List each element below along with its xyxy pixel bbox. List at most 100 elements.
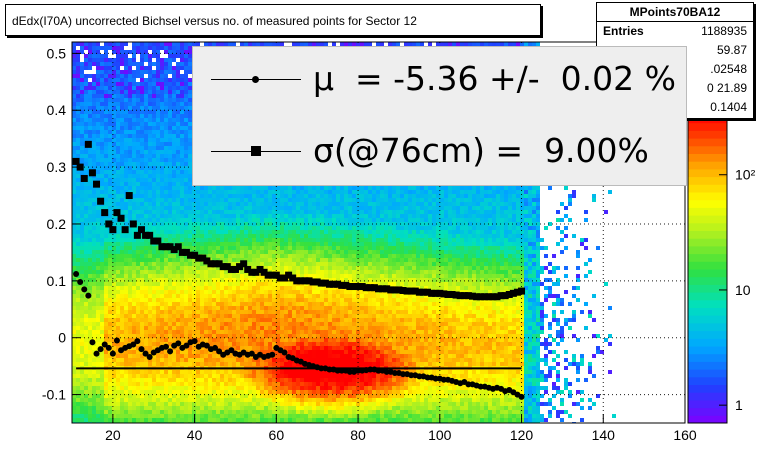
mean-point bbox=[109, 350, 116, 357]
x-tick-label: 40 bbox=[187, 427, 203, 443]
color-scale-band bbox=[688, 145, 727, 154]
sigma-point bbox=[207, 260, 215, 268]
mean-series bbox=[73, 271, 525, 400]
sigma-point bbox=[117, 214, 125, 222]
y-tick-label: 0 bbox=[58, 330, 66, 346]
sigma-point bbox=[272, 271, 280, 279]
mean-point bbox=[228, 347, 235, 354]
mean-point bbox=[105, 344, 112, 351]
sigma-point bbox=[72, 157, 80, 165]
sigma-point bbox=[330, 280, 338, 288]
sigma-point bbox=[199, 254, 207, 262]
sigma-point bbox=[88, 169, 96, 177]
sigma-point bbox=[338, 281, 346, 289]
sigma-point bbox=[362, 284, 370, 292]
fit-legend: μ = -5.36 +/- 0.02 % σ(@76cm) = 9.00% bbox=[192, 46, 687, 186]
color-scale-band bbox=[688, 276, 727, 285]
sigma-point bbox=[505, 290, 513, 298]
sigma-point bbox=[129, 220, 137, 228]
sigma-point bbox=[403, 287, 411, 295]
mean-point bbox=[97, 346, 104, 353]
sigma-point bbox=[350, 283, 358, 291]
x-tick-label: 140 bbox=[592, 427, 616, 443]
color-scale-band bbox=[688, 415, 727, 424]
color-scale-band bbox=[688, 238, 727, 247]
sigma-point bbox=[481, 293, 489, 301]
mean-point bbox=[113, 337, 120, 344]
sigma-point bbox=[518, 287, 526, 295]
y-tick-label: 0.2 bbox=[47, 216, 67, 232]
sigma-point bbox=[309, 278, 317, 286]
y-tick-label: 0.3 bbox=[47, 159, 67, 175]
legend-sigma-text: σ(@76cm) = 9.00% bbox=[313, 131, 649, 170]
color-scale-band bbox=[688, 292, 727, 301]
stats-value: .02548 bbox=[710, 62, 747, 76]
stats-row: 0.1404 bbox=[597, 98, 753, 117]
color-scale-band bbox=[688, 215, 727, 224]
mean-point bbox=[162, 343, 169, 350]
sigma-point bbox=[297, 277, 305, 285]
color-scale-band bbox=[688, 407, 727, 416]
color-scale: 1 10 10² bbox=[687, 114, 756, 424]
sigma-point bbox=[231, 265, 239, 273]
sigma-point bbox=[101, 209, 109, 217]
sigma-point bbox=[448, 290, 456, 298]
color-scale-band bbox=[688, 399, 727, 409]
mean-point bbox=[183, 342, 190, 349]
sigma-point bbox=[305, 277, 313, 285]
y-tick-label: 0.1 bbox=[47, 273, 67, 289]
x-tick-label: 160 bbox=[673, 427, 697, 443]
color-scale-band bbox=[688, 353, 727, 362]
y-tick-label: 0.4 bbox=[47, 102, 67, 118]
sigma-point bbox=[125, 192, 133, 200]
sigma-point bbox=[219, 263, 227, 271]
sigma-point bbox=[264, 271, 272, 279]
sigma-point bbox=[497, 292, 505, 300]
color-scale-band bbox=[688, 130, 727, 139]
mean-point bbox=[77, 278, 84, 285]
stats-value: 59.87 bbox=[716, 43, 747, 57]
color-scale-band bbox=[688, 184, 727, 193]
color-scale-band bbox=[688, 176, 727, 185]
sigma-point bbox=[395, 286, 403, 294]
sigma-point bbox=[137, 226, 145, 234]
color-scale-band bbox=[688, 261, 727, 270]
sigma-point bbox=[240, 260, 248, 268]
color-scale-band bbox=[688, 346, 727, 355]
color-scale-band bbox=[688, 245, 727, 255]
color-scale-band bbox=[688, 199, 727, 208]
sigma-point bbox=[133, 231, 141, 239]
stats-row: Entries 1188935 bbox=[597, 22, 753, 41]
legend-mu-text: μ = -5.36 +/- 0.02 % bbox=[313, 59, 676, 98]
sigma-point bbox=[464, 292, 472, 300]
x-tick-label: 120 bbox=[510, 427, 534, 443]
sigma-point bbox=[485, 293, 493, 301]
color-scale-band bbox=[688, 307, 727, 316]
color-scale-band bbox=[688, 115, 727, 124]
sigma-point bbox=[178, 248, 186, 256]
sigma-point bbox=[215, 260, 223, 268]
color-scale-band bbox=[688, 338, 727, 347]
sigma-point bbox=[289, 274, 297, 282]
sigma-point bbox=[509, 289, 517, 297]
color-scale-band bbox=[688, 161, 727, 170]
legend-mu-marker bbox=[252, 76, 259, 83]
mean-point bbox=[138, 346, 145, 353]
sigma-point bbox=[366, 284, 374, 292]
color-scale-band bbox=[688, 384, 727, 393]
sigma-point bbox=[354, 283, 362, 291]
sigma-point bbox=[121, 226, 129, 234]
x-tick-label: 60 bbox=[269, 427, 285, 443]
sigma-point bbox=[370, 284, 378, 292]
color-scale-band bbox=[688, 222, 727, 231]
sigma-point bbox=[391, 286, 399, 294]
y-tick-label: 0.5 bbox=[47, 45, 67, 61]
color-scale-band bbox=[688, 192, 727, 201]
stats-row: 59.87 bbox=[597, 41, 753, 60]
x-tick-label: 80 bbox=[350, 427, 366, 443]
sigma-point bbox=[501, 292, 509, 300]
plot-frame bbox=[71, 41, 686, 424]
mean-point bbox=[81, 286, 88, 293]
sigma-point bbox=[452, 291, 460, 299]
